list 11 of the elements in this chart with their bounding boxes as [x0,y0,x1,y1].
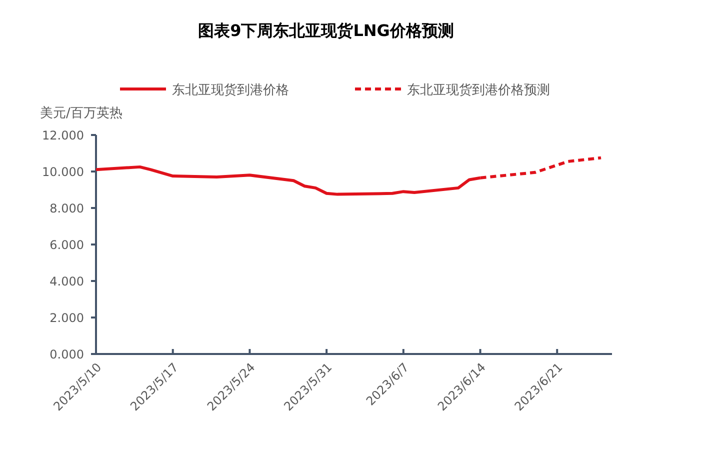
y-tick-label: 0.000 [50,348,84,362]
legend-label: 东北亚现货到港价格预测 [407,83,550,98]
y-tick-label: 2.000 [50,311,84,325]
y-tick-label: 4.000 [50,274,84,288]
y-axis-title: 美元/百万英热 [40,105,122,121]
chart-title: 图表9下周东北亚现货LNG价格预测 [198,21,454,40]
y-tick-label: 8.000 [50,202,84,216]
y-tick-label: 6.000 [50,238,84,252]
y-tick-label: 12.000 [42,128,84,142]
y-tick-label: 10.000 [42,165,84,179]
legend-label: 东北亚现货到港价格 [172,83,289,98]
